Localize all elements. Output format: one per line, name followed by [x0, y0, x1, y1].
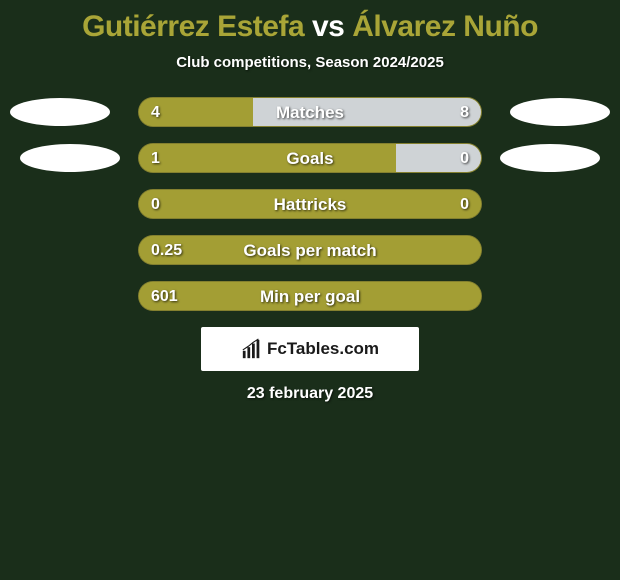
comparison-card: Gutiérrez Estefa vs Álvarez Nuño Club co…: [0, 0, 620, 403]
logo-text: FcTables.com: [267, 339, 379, 359]
page-title: Gutiérrez Estefa vs Álvarez Nuño: [0, 4, 620, 54]
metric-row: 601Min per goal: [0, 281, 620, 311]
value-left: 0.25: [151, 236, 182, 265]
value-left: 601: [151, 282, 178, 311]
subtitle: Club competitions, Season 2024/2025: [0, 54, 620, 97]
metric-row: 48Matches: [0, 97, 620, 127]
metric-row: 00Hattricks: [0, 189, 620, 219]
bar-track: 00Hattricks: [138, 189, 482, 219]
date: 23 february 2025: [0, 371, 620, 403]
value-left: 4: [151, 98, 160, 127]
player1-name: Gutiérrez Estefa: [82, 10, 304, 43]
metric-row: 10Goals: [0, 143, 620, 173]
bar-right: [253, 98, 481, 126]
bar-track: 0.25Goals per match: [138, 235, 482, 265]
value-right: 0: [460, 190, 469, 219]
bar-bg: [139, 236, 481, 264]
bar-bg: [139, 282, 481, 310]
metric-row: 0.25Goals per match: [0, 235, 620, 265]
player2-name: Álvarez Nuño: [352, 10, 538, 43]
logo-box: FcTables.com: [201, 327, 419, 371]
bar-track: 10Goals: [138, 143, 482, 173]
metrics-area: 48Matches10Goals00Hattricks0.25Goals per…: [0, 97, 620, 311]
bar-track: 601Min per goal: [138, 281, 482, 311]
value-left: 0: [151, 190, 160, 219]
vs-text: vs: [312, 10, 344, 43]
metric-rows: 48Matches10Goals00Hattricks0.25Goals per…: [0, 97, 620, 311]
value-right: 0: [460, 144, 469, 173]
bar-bg: [139, 190, 481, 218]
value-right: 8: [460, 98, 469, 127]
bar-chart-icon: [241, 338, 263, 360]
value-left: 1: [151, 144, 160, 173]
bar-track: 48Matches: [138, 97, 482, 127]
